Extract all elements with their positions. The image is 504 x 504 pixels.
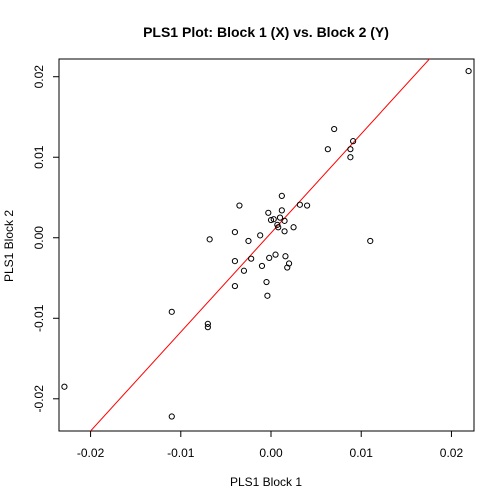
data-point xyxy=(257,232,264,239)
plot-frame xyxy=(58,58,475,432)
y-tick-label: 0.00 xyxy=(32,226,46,250)
data-point xyxy=(465,67,472,75)
data-point xyxy=(290,224,297,231)
data-point xyxy=(231,258,239,265)
data-point xyxy=(285,260,293,267)
y-tick-label: 0.01 xyxy=(32,145,46,169)
data-point xyxy=(258,262,266,270)
y-tick-label: 0.02 xyxy=(32,65,46,89)
data-point xyxy=(272,251,279,258)
data-point xyxy=(281,217,288,224)
data-point xyxy=(331,125,338,133)
data-point xyxy=(275,224,282,231)
data-point xyxy=(264,292,271,299)
data-point xyxy=(347,146,354,153)
data-point xyxy=(245,237,252,245)
data-point xyxy=(265,209,272,216)
y-axis-label: PLS1 Block 2 xyxy=(2,210,16,282)
data-point xyxy=(263,278,270,286)
data-point xyxy=(270,216,277,223)
x-tick-label: -0.02 xyxy=(77,446,105,460)
data-point xyxy=(278,192,285,199)
data-point xyxy=(367,237,374,245)
data-point xyxy=(236,202,243,209)
data-point xyxy=(296,201,303,208)
y-tick-label: -0.01 xyxy=(32,304,46,332)
x-tick-label: 0.02 xyxy=(440,446,464,460)
plot-area: -0.02 -0.01 0.00 0.01 0.02 -0.02 -0.01 0.00 0.01… xyxy=(32,58,475,460)
data-point xyxy=(206,236,213,243)
data-point xyxy=(168,413,175,420)
data-point xyxy=(303,202,311,209)
regression-line xyxy=(89,59,431,431)
x-tick-label: 0.00 xyxy=(259,446,283,460)
data-point xyxy=(61,383,68,390)
x-axis-label: PLS1 Block 1 xyxy=(230,475,302,489)
data-point xyxy=(248,255,255,262)
data-point xyxy=(267,216,275,224)
x-tick-label: -0.01 xyxy=(167,446,195,460)
data-point xyxy=(240,267,248,274)
data-point xyxy=(276,214,284,221)
data-point xyxy=(350,138,357,145)
x-tick-label: 0.01 xyxy=(350,446,374,460)
data-point xyxy=(282,253,289,260)
y-tick-label: -0.02 xyxy=(32,385,46,413)
data-point xyxy=(168,308,175,315)
data-point xyxy=(281,228,288,235)
data-point xyxy=(347,154,354,161)
data-point xyxy=(324,146,331,153)
data-point xyxy=(204,320,211,328)
chart-title: PLS1 Plot: Block 1 (X) vs. Block 2 (Y) xyxy=(143,24,389,40)
data-point xyxy=(278,207,285,214)
data-point xyxy=(266,254,273,261)
data-point xyxy=(231,229,239,236)
data-point xyxy=(231,282,239,290)
data-point xyxy=(204,324,211,331)
